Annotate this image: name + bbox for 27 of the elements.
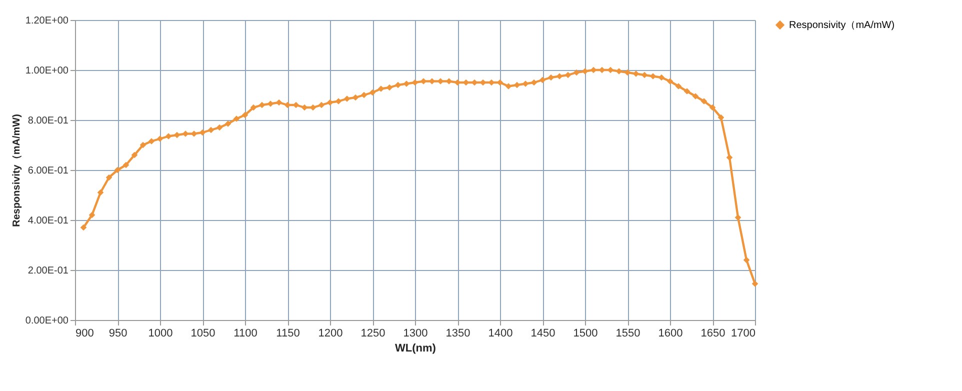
y-axis-title: Responsivity（mA/mW) [11,114,22,227]
x-tick-label: 1150 [276,328,300,340]
x-tick-label: 1650 [700,328,726,340]
y-tick-label: 2.00E-01 [28,266,69,276]
x-tick-label: 1450 [530,328,556,340]
x-tick-label: 1000 [148,328,173,340]
x-tick-label: 1350 [446,328,470,340]
x-tick-label: 1600 [658,328,683,340]
x-tick-label: 1400 [488,328,513,340]
x-tick-label: 1300 [403,328,428,340]
y-tick-label: 6.00E-01 [28,166,69,176]
x-tick-label: 1250 [360,328,386,340]
y-tick-label: 4.00E-01 [28,216,69,226]
x-tick-label: 1700 [731,328,756,340]
legend-label: Responsivity（mA/mW) [789,20,895,31]
x-tick-label: 1100 [234,328,258,340]
y-tick-label: 1.20E+00 [25,16,69,26]
y-tick-label: 1.00E+00 [25,66,69,76]
x-tick-label: 1550 [616,328,640,340]
x-tick-label: 1050 [190,328,216,340]
x-axis-title: WL(nm) [395,342,436,354]
x-tick-label: 950 [108,328,128,340]
y-tick-label: 8.00E-01 [28,116,69,126]
x-tick-label: 900 [76,328,94,340]
x-tick-label: 1500 [573,328,598,340]
x-tick-label: 1200 [318,328,343,340]
y-tick-label: 0.00E+00 [25,316,69,326]
